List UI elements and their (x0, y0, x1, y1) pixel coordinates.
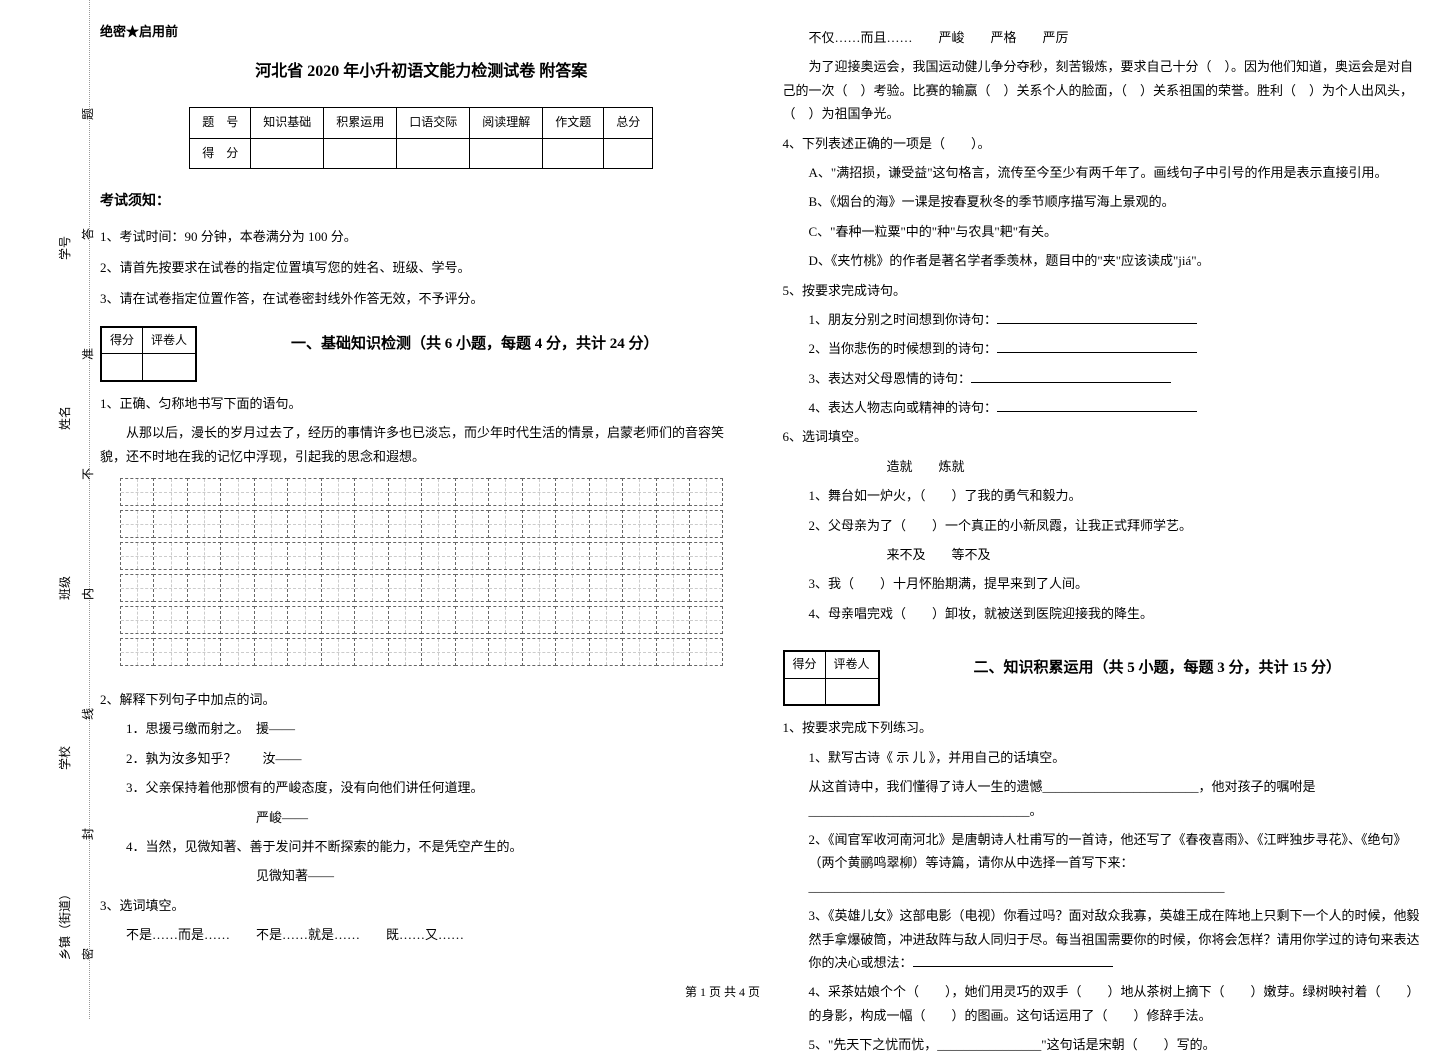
sidebar-dotted: 内 (78, 588, 100, 600)
question-item: 2、父母亲为了（ ）一个真正的小新凤霞，让我正式拜师学艺。 (809, 514, 1426, 537)
sidebar-dotted: 不 (78, 468, 100, 480)
question-option: D、《夹竹桃》的作者是著名学者季羡林，题目中的"夹"应该读成"jiá"。 (809, 249, 1426, 272)
question-item: 3、《英雄儿女》这部电影（电视）你看过吗？面对敌众我寡，英雄王成在阵地上只剩下一… (809, 904, 1426, 974)
question-item: 1、朋友分别之时间想到你诗句： (809, 308, 1426, 331)
score-header: 口语交际 (397, 108, 470, 139)
left-column: 绝密★启用前 河北省 2020 年小升初语文能力检测试卷 附答案 题 号 知识基… (100, 20, 743, 1062)
sidebar-dotted: 答 (78, 228, 100, 240)
score-header: 知识基础 (251, 108, 324, 139)
page-footer: 第 1 页 共 4 页 (0, 982, 1445, 1004)
sidebar-dotted: 封 (78, 828, 100, 840)
question-option: B、《烟台的海》一课是按春夏秋冬的季节顺序描写海上景观的。 (809, 190, 1426, 213)
grade-label: 得分 (102, 327, 143, 354)
question-text: 从这首诗中，我们懂得了诗人一生的遗憾______________________… (809, 775, 1426, 822)
score-header: 作文题 (543, 108, 604, 139)
notice-title: 考试须知： (100, 189, 743, 214)
grade-label: 评卷人 (143, 327, 196, 354)
notice-item: 2、请首先按要求在试卷的指定位置填写您的姓名、班级、学号。 (100, 256, 743, 279)
question-label: 5、按要求完成诗句。 (783, 279, 1426, 302)
question-options: 不仅……而且…… 严峻 严格 严厉 (809, 26, 1426, 49)
sidebar-label: 姓名 (55, 406, 77, 430)
sidebar-dotted: 线 (78, 708, 100, 720)
notice-item: 3、请在试卷指定位置作答，在试卷密封线外作答无效，不予评分。 (100, 287, 743, 310)
question-item: 3、我（ ）十月怀胎期满，提早来到了人间。 (809, 572, 1426, 595)
grade-label: 得分 (784, 652, 825, 679)
score-table: 题 号 知识基础 积累运用 口语交际 阅读理解 作文题 总分 得 分 (189, 107, 653, 169)
exam-title: 河北省 2020 年小升初语文能力检测试卷 附答案 (100, 58, 743, 87)
notice-item: 1、考试时间：90 分钟，本卷满分为 100 分。 (100, 225, 743, 248)
right-column: 不仅……而且…… 严峻 严格 严厉 为了迎接奥运会，我国运动健儿争分夺秒，刻苦锻… (783, 20, 1426, 1062)
writing-grid (120, 478, 723, 678)
question-item: 1．思援弓缴而射之。 援—— (126, 717, 743, 740)
score-cell (543, 138, 604, 169)
question-options: 不是……而是…… 不是……就是…… 既……又…… (126, 923, 743, 946)
question-item: 见微知著—— (126, 864, 743, 887)
score-cell (397, 138, 470, 169)
score-cell (324, 138, 397, 169)
grade-box: 得分评卷人 (783, 650, 880, 706)
question-item: 2、当你悲伤的时候想到的诗句： (809, 337, 1426, 360)
question-item: 2、《闻官军收河南河北》是唐朝诗人杜甫写的一首诗，他还写了《春夜喜雨》、《江畔独… (809, 828, 1426, 898)
score-cell (604, 138, 653, 169)
question-label: 3、选词填空。 (100, 894, 743, 917)
question-item: 5、"先天下之忧而忧，________________"这句话是宋朝（ ）写的。 (809, 1033, 1426, 1056)
question-item: 4．当然，见微知著、善于发问并不断探索的能力，不是凭空产生的。 (126, 835, 743, 858)
grade-label: 评卷人 (825, 652, 878, 679)
page-content: 绝密★启用前 河北省 2020 年小升初语文能力检测试卷 附答案 题 号 知识基… (100, 20, 1425, 1062)
binding-sidebar: 乡镇（街道） 学校 班级 姓名 学号 密 封 线 内 不 准 答 题 (0, 0, 90, 1019)
question-item: 2．孰为汝多知乎？ 汝—— (126, 747, 743, 770)
question-label: 2、解释下列句子中加点的词。 (100, 688, 743, 711)
word-pair: 来不及 等不及 (809, 543, 1426, 566)
question-item: 1、舞台如一炉火，（ ）了我的勇气和毅力。 (809, 484, 1426, 507)
question-text: 为了迎接奥运会，我国运动健儿争分夺秒，刻苦锻炼，要求自己十分（ ）。因为他们知道… (783, 55, 1426, 125)
score-row-label: 得 分 (190, 138, 251, 169)
question-label: 4、下列表述正确的一项是（ ）。 (783, 132, 1426, 155)
sidebar-dotted: 题 (78, 108, 100, 120)
question-item: 1、默写古诗《 示 儿 》，并用自己的话填空。 (809, 746, 1426, 769)
question-item: 严峻—— (126, 806, 743, 829)
question-text: 从那以后，漫长的岁月过去了，经历的事情许多也已淡忘，而少年时代生活的情景，启蒙老… (100, 421, 743, 468)
score-header: 积累运用 (324, 108, 397, 139)
score-header: 阅读理解 (470, 108, 543, 139)
question-item: 3．父亲保持着他那惯有的严峻态度，没有向他们讲任何道理。 (126, 776, 743, 799)
secret-label: 绝密★启用前 (100, 20, 743, 43)
question-item: 4、表达人物志向或精神的诗句： (809, 396, 1426, 419)
question-option: C、"春种一粒粟"中的"种"与农具"耙"有关。 (809, 220, 1426, 243)
sidebar-label: 学号 (55, 236, 77, 260)
question-label: 1、正确、匀称地书写下面的语句。 (100, 392, 743, 415)
score-cell (470, 138, 543, 169)
section-title: 二、知识积累运用（共 5 小题，每题 3 分，共计 15 分） (890, 655, 1425, 682)
sidebar-label: 乡镇（街道） (55, 888, 77, 960)
question-item: 4、母亲唱完戏（ ）卸妆，就被送到医院迎接我的降生。 (809, 602, 1426, 625)
score-header: 总分 (604, 108, 653, 139)
score-cell (251, 138, 324, 169)
grade-box: 得分评卷人 (100, 326, 197, 382)
score-header: 题 号 (190, 108, 251, 139)
sidebar-label: 班级 (55, 576, 77, 600)
question-label: 6、选词填空。 (783, 425, 1426, 448)
sidebar-dotted: 密 (78, 948, 100, 960)
sidebar-label: 学校 (55, 746, 77, 770)
sidebar-dotted: 准 (78, 348, 100, 360)
question-item: 3、表达对父母恩情的诗句： (809, 367, 1426, 390)
question-option: A、"满招损，谦受益"这句格言，流传至今至少有两千年了。画线句子中引号的作用是表… (809, 161, 1426, 184)
question-label: 1、按要求完成下列练习。 (783, 716, 1426, 739)
section-title: 一、基础知识检测（共 6 小题，每题 4 分，共计 24 分） (207, 331, 742, 358)
word-pair: 造就 炼就 (809, 455, 1426, 478)
